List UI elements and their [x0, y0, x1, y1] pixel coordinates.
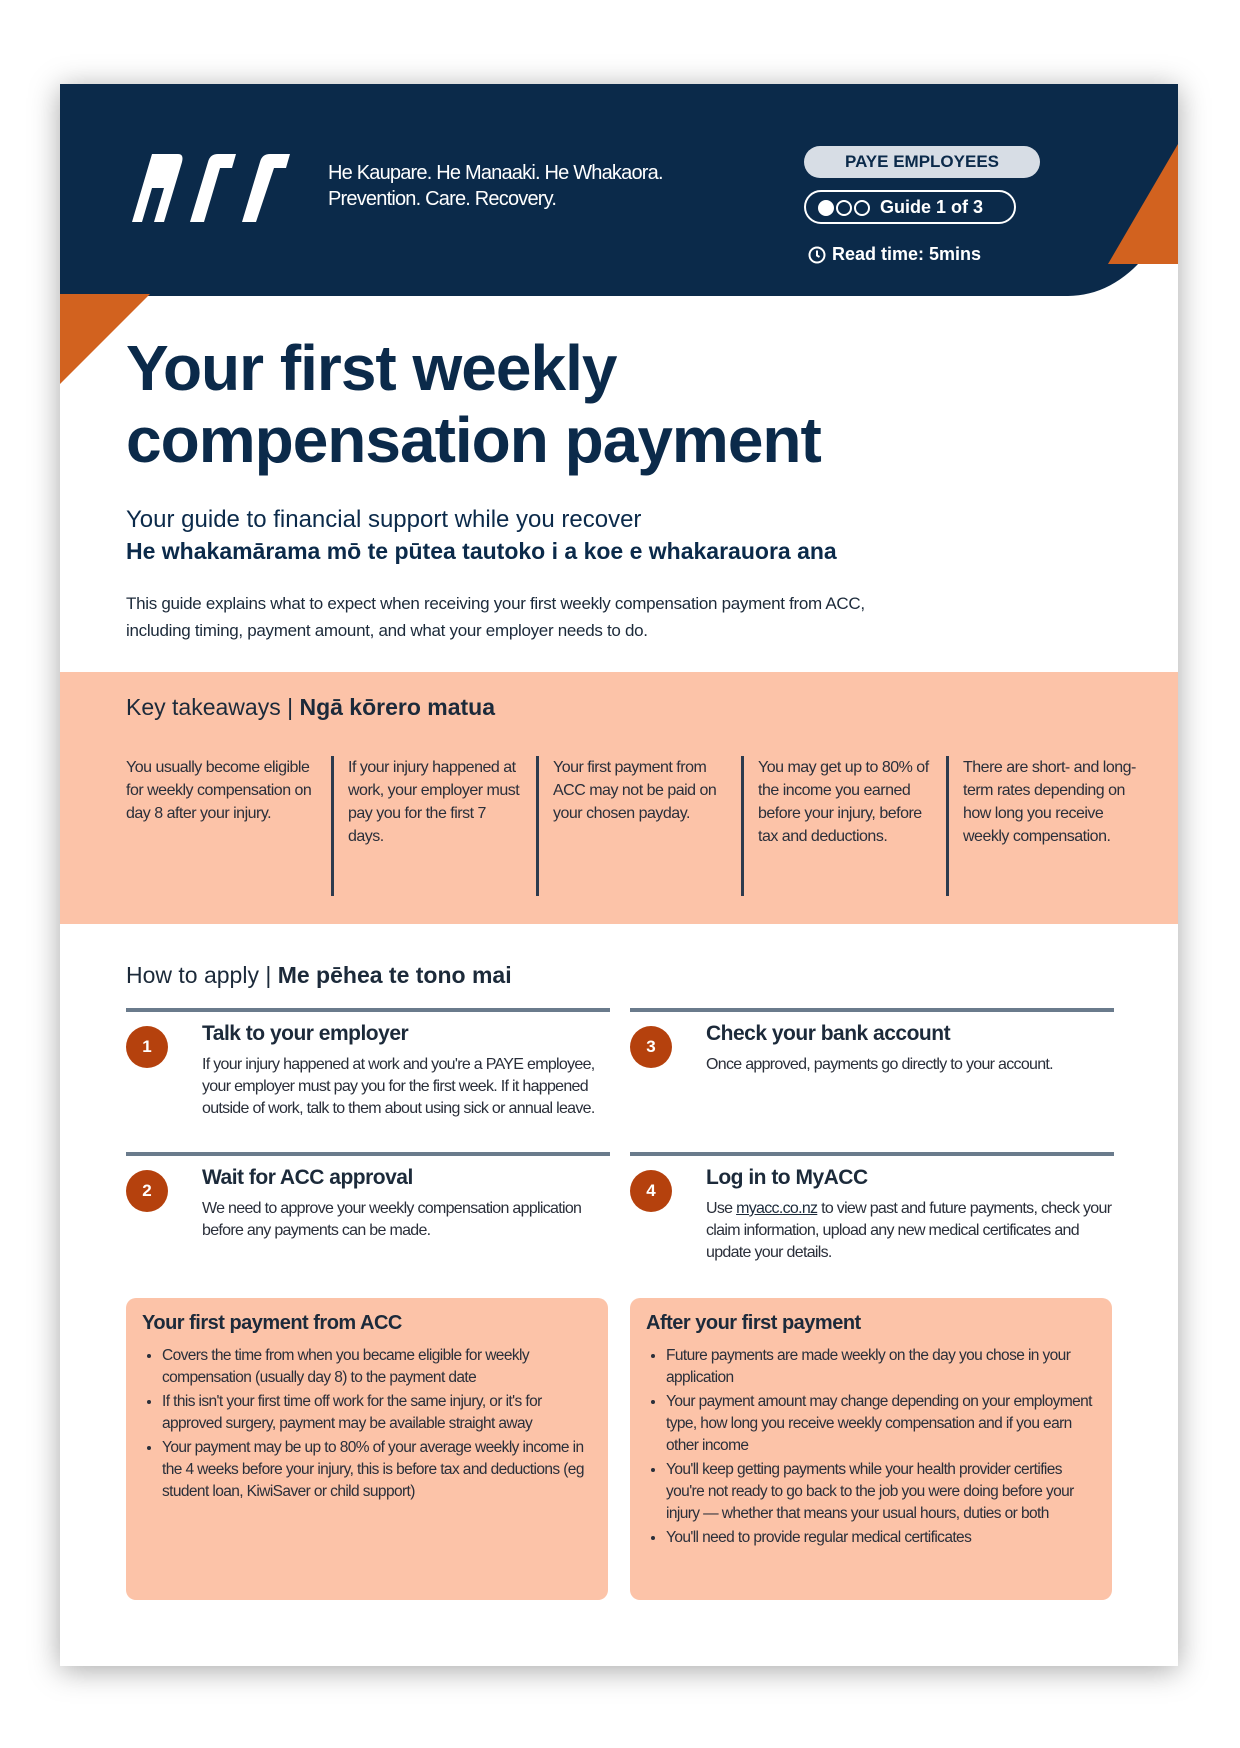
- read-time: Read time: 5mins: [808, 244, 981, 265]
- first-payment-box: Your first payment from ACC Covers the t…: [126, 1298, 608, 1600]
- takeaways-title-mi: Ngā kōrero matua: [299, 694, 496, 720]
- step-body: We need to approve your weekly compensat…: [202, 1200, 582, 1239]
- title-line-2: compensation payment: [126, 404, 822, 476]
- takeaways-title-en: Key takeaways |: [126, 694, 300, 720]
- step-number: 4: [630, 1170, 672, 1212]
- guide-page: He Kaupare. He Manaaki. He Whakaora. Pre…: [60, 84, 1178, 1666]
- tagline-english: Prevention. Care. Recovery.: [328, 188, 557, 210]
- list-item: You'll need to provide regular medical c…: [666, 1527, 1096, 1549]
- step-number: 1: [126, 1026, 168, 1068]
- progress-dots-icon: [818, 192, 872, 222]
- title-line-1: Your first weekly: [126, 332, 617, 404]
- takeaway-item: You usually become eligible for weekly c…: [126, 759, 312, 822]
- step-1: 1 Talk to your employer If your injury h…: [126, 1008, 610, 1120]
- list-item: Your payment amount may change depending…: [666, 1391, 1096, 1457]
- how-title-mi: Me pēhea te tono mai: [277, 962, 512, 988]
- list-item: Your payment may be up to 80% of your av…: [162, 1437, 592, 1503]
- myacc-link[interactable]: myacc.co.nz: [736, 1200, 818, 1217]
- corner-accent-left: [60, 294, 150, 384]
- key-takeaways: Key takeaways | Ngā kōrero matua You usu…: [60, 672, 1178, 924]
- takeaway-item: You may get up to 80% of the income you …: [741, 756, 946, 896]
- list-item: Covers the time from when you became eli…: [162, 1345, 592, 1389]
- read-time-text: Read time: 5mins: [832, 244, 982, 264]
- how-title-en: How to apply |: [126, 962, 278, 988]
- box-title: After your first payment: [646, 1312, 861, 1334]
- how-to-apply-title: How to apply | Me pēhea te tono mai: [126, 962, 512, 989]
- guide-label: Guide 1 of 3: [880, 197, 984, 217]
- tagline-maori: He Kaupare. He Manaaki. He Whakaora.: [328, 162, 664, 184]
- step-title: Wait for ACC approval: [202, 1166, 413, 1189]
- step-3: 3 Check your bank account Once approved,…: [630, 1008, 1114, 1076]
- takeaway-item: There are short- and long-term rates dep…: [946, 756, 1151, 896]
- step-body: Once approved, payments go directly to y…: [706, 1056, 1054, 1073]
- tagline: He Kaupare. He Manaaki. He Whakaora. Pre…: [328, 160, 664, 212]
- step-body-post: to view past and future payments, check …: [706, 1200, 1112, 1261]
- takeaway-item: If your injury happened at work, your em…: [331, 756, 536, 896]
- corner-accent-right: [1108, 144, 1178, 264]
- list-item: You'll keep getting payments while your …: [666, 1459, 1096, 1525]
- intro-text: This guide explains what to expect when …: [126, 594, 865, 640]
- step-title: Talk to your employer: [202, 1022, 409, 1045]
- takeaway-item: Your first payment from ACC may not be p…: [536, 756, 741, 896]
- after-payment-box: After your first payment Future payments…: [630, 1298, 1112, 1600]
- step-2: 2 Wait for ACC approval We need to appro…: [126, 1152, 610, 1242]
- takeaways-title: Key takeaways | Ngā kōrero matua: [126, 694, 495, 721]
- acc-logo: [132, 154, 290, 222]
- list-item: Future payments are made weekly on the d…: [666, 1345, 1096, 1389]
- subtitle-maori: He whakamārama mō te pūtea tautoko i a k…: [126, 538, 837, 564]
- audience-badge: PAYE EMPLOYEES: [804, 146, 1040, 178]
- step-number: 2: [126, 1170, 168, 1212]
- page-title: Your first weekly compensation payment: [126, 332, 822, 476]
- header-banner: He Kaupare. He Manaaki. He Whakaora. Pre…: [60, 84, 1178, 296]
- step-4: 4 Log in to MyACC Use myacc.co.nz to vie…: [630, 1152, 1114, 1264]
- step-body: If your injury happened at work and you'…: [202, 1056, 595, 1117]
- step-title: Check your bank account: [706, 1022, 951, 1045]
- step-number: 3: [630, 1026, 672, 1068]
- subtitle-english: Your guide to financial support while yo…: [126, 506, 642, 533]
- list-item: If this isn't your first time off work f…: [162, 1391, 592, 1435]
- box-title: Your first payment from ACC: [142, 1312, 402, 1334]
- step-title: Log in to MyACC: [706, 1166, 868, 1189]
- step-body-pre: Use: [706, 1200, 737, 1217]
- step-body: Use myacc.co.nz to view past and future …: [706, 1198, 1114, 1264]
- clock-icon: [808, 246, 826, 263]
- guide-progress: Guide 1 of 3: [804, 190, 1016, 224]
